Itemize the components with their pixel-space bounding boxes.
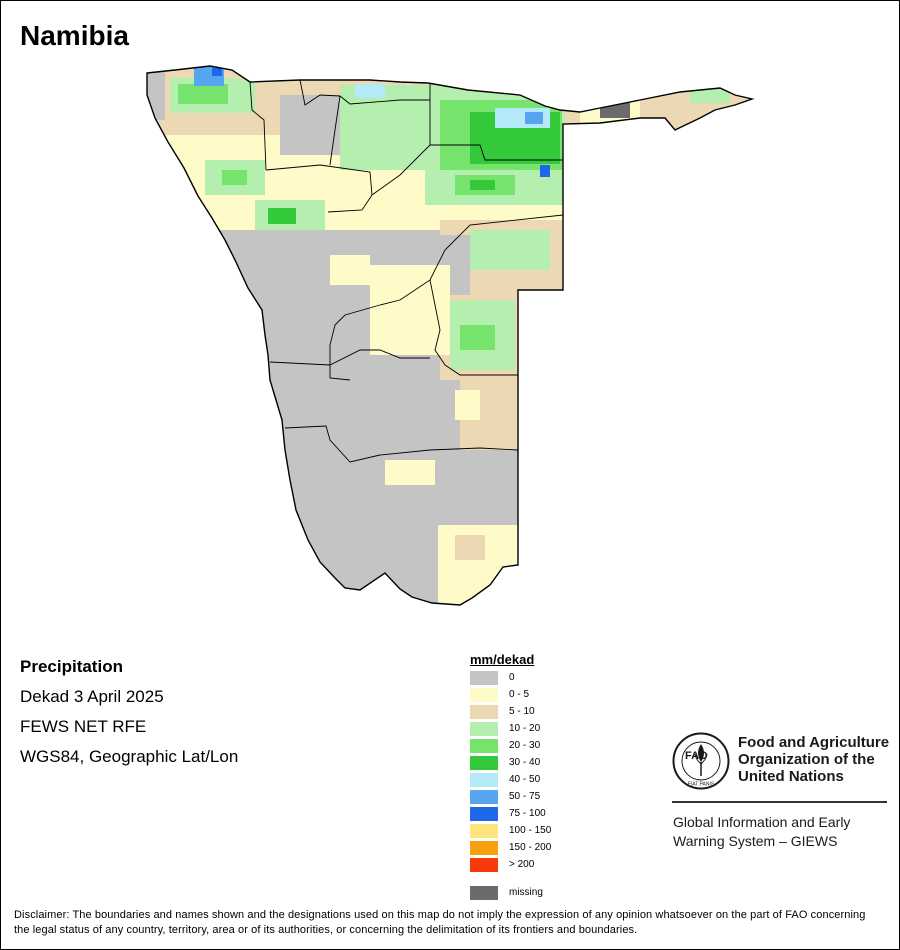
legend-swatch: [470, 688, 498, 702]
legend-swatch: [470, 671, 498, 685]
legend-label: > 200: [509, 859, 535, 870]
disclaimer: Disclaimer: The boundaries and names sho…: [14, 909, 866, 936]
zone-10-20-north-central: [340, 85, 430, 170]
legend-swatch: [470, 773, 498, 787]
zone-75-100-nw: [212, 68, 222, 76]
legend-label: 20 - 30: [509, 740, 541, 751]
legend-label: 0 - 5: [509, 689, 530, 700]
fao-logo-motto: FIAT PANIS: [688, 782, 715, 788]
legend-label-missing: missing: [509, 887, 543, 898]
precipitation-field: [147, 66, 752, 605]
legend-swatch: [470, 756, 498, 770]
period-label: Dekad 3 April 2025: [20, 687, 164, 706]
legend-swatch: [470, 858, 498, 872]
fao-logo-icon: FAO FIAT PANIS: [672, 732, 730, 790]
legend-label: 150 - 200: [509, 842, 552, 853]
legend-label: 5 - 10: [509, 706, 535, 717]
regional-boundaries: [249, 79, 564, 463]
legend-swatch: [470, 824, 498, 838]
source-label: FEWS NET RFE: [20, 717, 147, 736]
zone-40-50-north-central: [355, 84, 385, 98]
fao-organization-name: Food and Agriculture Organization of the…: [738, 734, 890, 785]
legend-label: 30 - 40: [509, 757, 541, 768]
zone-zero-north-central: [280, 95, 340, 155]
zone-75-100-east: [540, 165, 550, 177]
legend-label: 10 - 20: [509, 723, 541, 734]
legend-swatch: [470, 790, 498, 804]
zone-10-20-east-a: [470, 230, 550, 270]
legend-swatch: [470, 807, 498, 821]
zone-0-5-south-a: [385, 460, 435, 485]
fao-divider: [672, 801, 887, 803]
legend-swatch: [470, 722, 498, 736]
precipitation-map: [146, 65, 753, 606]
projection-label: WGS84, Geographic Lat/Lon: [20, 747, 239, 766]
zone-missing-caprivi: [600, 98, 630, 118]
zone-10-20-caprivi: [690, 88, 730, 103]
zone-20-30-west: [222, 170, 247, 185]
legend-swatch: [470, 705, 498, 719]
legend-swatch: [470, 739, 498, 753]
legend-swatch: [470, 841, 498, 855]
legend-label: 40 - 50: [509, 774, 541, 785]
giews-system-name: Global Information and Early Warning Sys…: [673, 814, 851, 849]
legend-swatch-missing: [470, 886, 498, 900]
zone-0-5-southeast: [455, 390, 480, 420]
legend-label: 75 - 100: [509, 808, 546, 819]
legend-label: 0: [509, 672, 515, 683]
zone-20-30-nw: [178, 84, 228, 104]
zone-50-75-northeast: [525, 112, 543, 124]
fao-logo-text: FAO: [685, 750, 708, 762]
zone-0-5-west-central: [330, 255, 370, 285]
legend-label: 50 - 75: [509, 791, 541, 802]
legend-label: 100 - 150: [509, 825, 552, 836]
zone-30-40-kunene: [268, 208, 296, 224]
map-title: Namibia: [20, 20, 129, 51]
zone-20-30-east-b: [460, 325, 495, 350]
legend-title: mm/dekad: [470, 652, 535, 667]
zone-30-40-east: [470, 180, 495, 190]
zone-5-10-south: [455, 535, 485, 560]
variable-label: Precipitation: [20, 657, 123, 676]
zone-0-5-central: [370, 265, 450, 355]
